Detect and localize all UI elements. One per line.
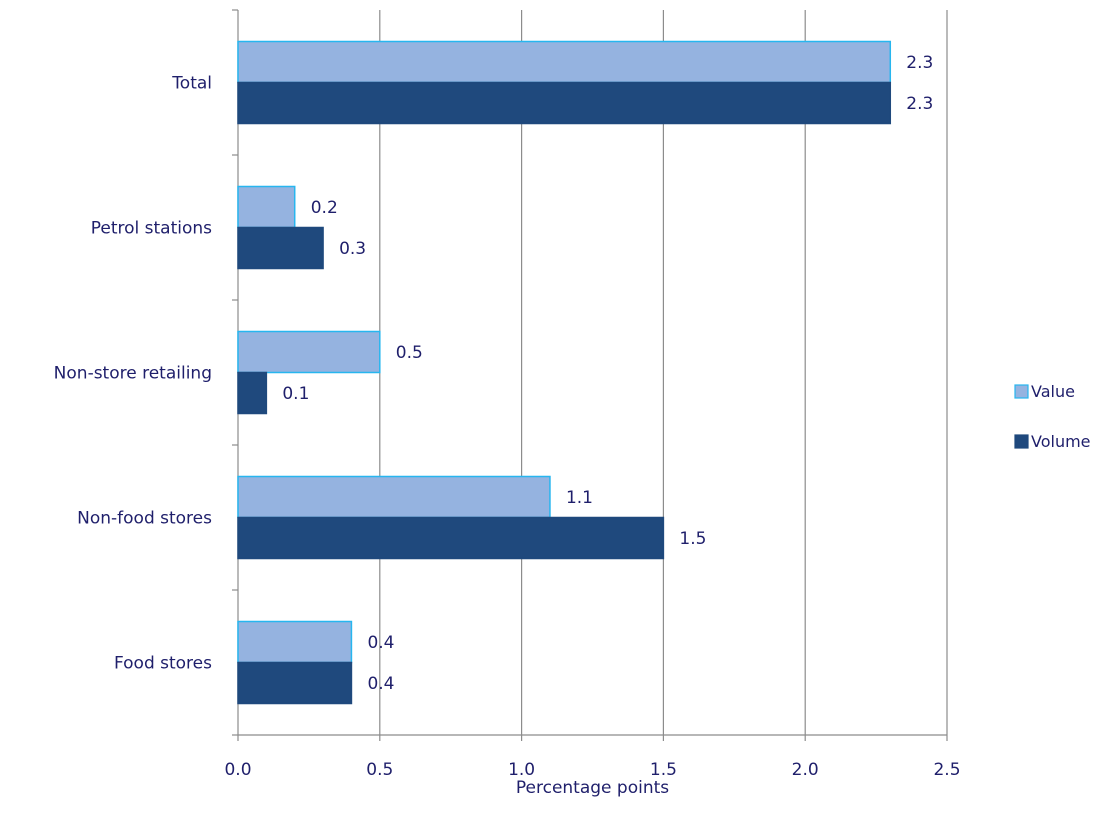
data-label-value-0: 2.3 (906, 53, 933, 73)
bar-value-1 (237, 185, 296, 229)
legend-swatch-volume (1014, 434, 1029, 449)
bar-value-2 (237, 330, 381, 374)
data-label-volume-3: 1.5 (679, 529, 706, 549)
legend-swatch-value (1014, 384, 1029, 399)
category-label-0: Total (171, 74, 212, 94)
data-label-volume-1: 0.3 (339, 239, 366, 259)
bar-volume-0 (237, 81, 892, 125)
data-label-value-4: 0.4 (367, 633, 394, 653)
x-tick-label-2: 1.0 (508, 760, 535, 780)
data-label-value-3: 1.1 (566, 488, 593, 508)
x-tick-label-4: 2.0 (792, 760, 819, 780)
x-tick-label-0: 0.0 (224, 760, 251, 780)
data-label-volume-2: 0.1 (282, 384, 309, 404)
category-label-3: Non-food stores (77, 509, 212, 529)
legend-label-value: Value (1031, 382, 1075, 401)
bar-volume-2 (237, 371, 268, 415)
category-label-2: Non-store retailing (54, 364, 212, 384)
x-axis-title: Percentage points (516, 778, 669, 798)
data-label-value-1: 0.2 (311, 198, 338, 218)
category-label-1: Petrol stations (91, 219, 212, 239)
category-label-4: Food stores (114, 654, 212, 674)
x-tick-label-3: 1.5 (650, 760, 677, 780)
bar-value-3 (237, 475, 551, 519)
bar-volume-1 (237, 226, 324, 270)
x-tick-label-1: 0.5 (366, 760, 393, 780)
bar-value-0 (237, 40, 892, 84)
bar-value-4 (237, 620, 353, 664)
data-label-volume-4: 0.4 (367, 674, 394, 694)
legend-label-volume: Volume (1031, 432, 1091, 451)
bar-volume-4 (237, 661, 353, 705)
data-label-volume-0: 2.3 (906, 94, 933, 114)
bar-volume-3 (237, 516, 665, 560)
x-tick-label-5: 2.5 (933, 760, 960, 780)
data-label-value-2: 0.5 (396, 343, 423, 363)
